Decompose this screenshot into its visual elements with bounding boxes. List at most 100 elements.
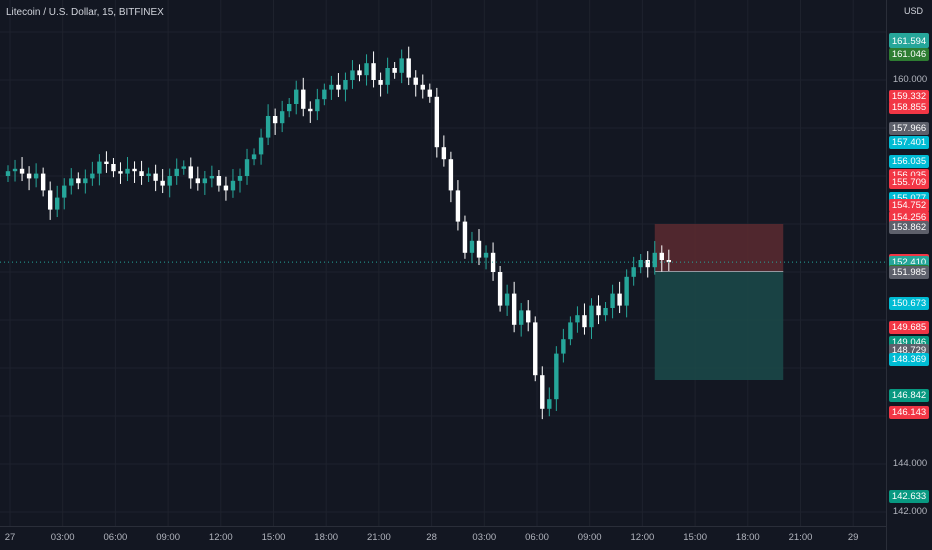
time-tick-label: 15:00	[683, 532, 707, 543]
time-tick-label: 18:00	[314, 532, 339, 543]
candle-body	[575, 315, 580, 323]
candle-body	[237, 176, 243, 181]
time-tick-label: 06:00	[103, 532, 128, 543]
candle-body	[69, 178, 74, 186]
candle-body	[132, 168, 137, 172]
time-tick-label: 12:00	[630, 532, 655, 543]
candle-body	[462, 221, 468, 253]
candle-body	[287, 104, 292, 112]
candle-body	[83, 178, 88, 184]
candle-body	[420, 84, 425, 90]
time-tick-label: 18:00	[735, 532, 760, 543]
candle-body	[666, 260, 672, 263]
price-axis-divider	[886, 0, 887, 550]
candle-body	[511, 293, 517, 325]
candle-body	[40, 173, 46, 191]
candle-body	[645, 260, 650, 268]
candle-body	[441, 147, 447, 160]
price-level-label: 148.369	[889, 352, 929, 366]
candle-body	[603, 308, 608, 316]
price-level-label: 146.143	[889, 406, 929, 420]
price-level-label: 156.035	[889, 155, 929, 169]
candle-body	[322, 89, 327, 100]
time-tick-label: 03:00	[472, 532, 497, 543]
candle-body	[469, 240, 475, 253]
price-level-label: 149.685	[889, 321, 929, 335]
candle-body	[315, 99, 320, 112]
time-tick-label: 03:00	[50, 532, 75, 543]
candle-body	[111, 164, 116, 172]
candle-body	[371, 63, 376, 80]
candle-body	[230, 180, 236, 191]
candle-body	[12, 168, 18, 172]
candle-body	[47, 190, 53, 210]
price-level-label: 159.332	[889, 89, 929, 103]
candle-body	[139, 171, 144, 176]
candle-body	[540, 375, 545, 409]
candle-body	[631, 267, 636, 277]
candle-body	[251, 154, 257, 160]
candle-body	[610, 293, 615, 308]
price-tick-label: 144.000	[892, 458, 928, 469]
candle-body	[497, 272, 503, 306]
candle-body	[476, 240, 482, 258]
price-level-label: 157.401	[889, 135, 929, 149]
candle-body	[617, 293, 622, 306]
time-tick-label: 06:00	[525, 532, 549, 543]
price-level-label: 142.633	[889, 490, 929, 504]
time-tick-label: 21:00	[367, 532, 391, 543]
candle-body	[399, 58, 404, 73]
candle-body	[5, 171, 11, 176]
candle-body	[392, 68, 397, 73]
candle-body	[568, 322, 573, 340]
candle-body	[125, 168, 130, 174]
candle-body	[26, 173, 32, 179]
candle-body	[638, 260, 643, 268]
candle-body	[596, 305, 601, 316]
candle-body	[533, 322, 538, 376]
candle-body	[518, 310, 524, 325]
time-tick-label: 27	[4, 532, 16, 543]
candle-body	[448, 159, 454, 191]
candle-body	[181, 166, 186, 169]
candle-body	[33, 173, 39, 179]
price-level-label: 154.752	[889, 199, 929, 213]
candle-body	[62, 185, 67, 198]
candle-body	[97, 161, 102, 174]
candle-body	[350, 70, 355, 80]
price-level-label: 161.594	[889, 35, 929, 49]
candle-body	[329, 84, 334, 90]
price-level-label: 155.709	[889, 176, 929, 190]
candle-body	[561, 339, 566, 354]
candle-body	[244, 159, 250, 176]
time-tick-label: 29	[847, 532, 859, 543]
candle-body	[582, 315, 587, 328]
candle-body	[146, 173, 151, 176]
candle-body	[308, 108, 313, 112]
candle-body	[202, 178, 208, 184]
time-tick-label: 09:00	[577, 532, 602, 543]
candle-body	[153, 173, 158, 181]
time-axis-divider	[0, 526, 886, 527]
price-level-label: 146.842	[889, 389, 929, 403]
short-position-tool	[654, 224, 784, 380]
candle-body	[434, 96, 440, 148]
candle-body	[272, 116, 278, 124]
candle-body	[589, 305, 594, 328]
candle-body	[188, 166, 193, 179]
candle-body	[301, 89, 306, 109]
candlestick-series	[5, 46, 672, 420]
candle-body	[104, 161, 109, 164]
candle-body	[90, 173, 95, 179]
candle-body	[554, 353, 559, 400]
symbol-title[interactable]: Litecoin / U.S. Dollar, 15, BITFINEX	[6, 7, 164, 18]
candle-body	[216, 176, 222, 186]
time-tick-label: 21:00	[788, 532, 813, 543]
candle-body	[265, 116, 271, 138]
candle-body	[336, 84, 341, 90]
candle-body	[364, 63, 369, 76]
candle-body	[455, 190, 461, 222]
candle-body	[483, 252, 489, 258]
currency-label[interactable]: USD	[904, 6, 924, 16]
